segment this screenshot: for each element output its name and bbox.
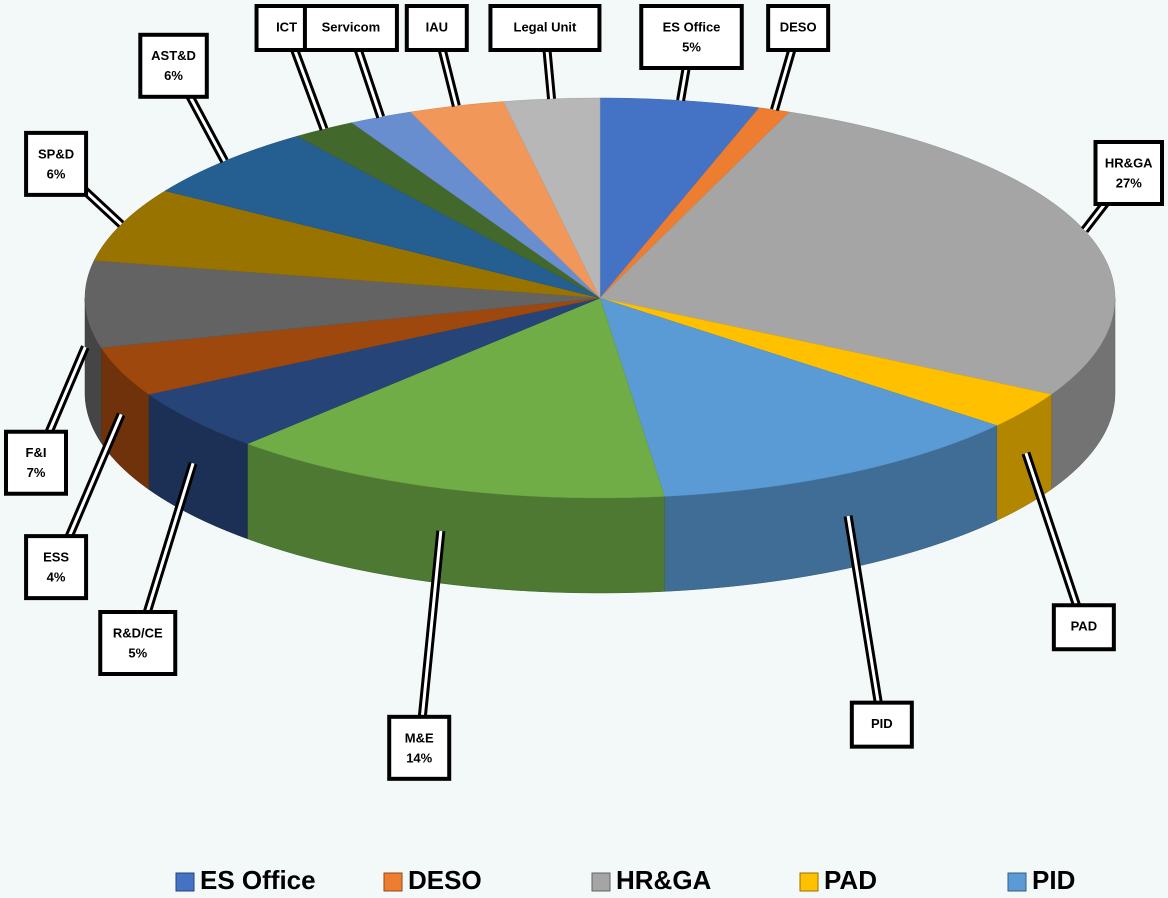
callout-box [98, 610, 178, 677]
callout-line [417, 530, 443, 748]
callout-box [4, 429, 68, 496]
slice [599, 97, 760, 299]
callout-box [138, 32, 209, 99]
callout-box [24, 130, 89, 197]
data-label-name: Legal Unit [514, 19, 578, 34]
callout-box [488, 4, 602, 52]
callout-box [24, 534, 89, 601]
slice [599, 297, 998, 497]
data-label-name: PID [871, 716, 893, 731]
data-label: 5% [682, 39, 701, 54]
data-label-name: DESO [780, 19, 817, 34]
slice [599, 297, 1052, 426]
callout-box [404, 4, 469, 52]
callout-box [639, 4, 744, 70]
data-label-name: SP&D [38, 146, 74, 161]
callout-line [1024, 452, 1086, 628]
slice [164, 135, 601, 299]
legend-label: PID [1032, 865, 1075, 895]
slice [100, 297, 601, 395]
data-label: 6% [47, 166, 66, 181]
callout-box [766, 4, 831, 52]
legend-label: PAD [824, 865, 877, 895]
data-label: 7% [27, 465, 46, 480]
callout-line [846, 515, 884, 725]
data-label: 27% [1116, 175, 1142, 190]
legend-swatch [175, 872, 195, 892]
data-label-name: AST&D [151, 48, 196, 63]
slice [148, 297, 601, 445]
legend-swatch [383, 872, 403, 892]
slice [599, 111, 1116, 395]
callout-box [1093, 139, 1164, 206]
callout-box [302, 4, 399, 52]
slice [84, 260, 601, 349]
data-label-name: HR&GA [1105, 155, 1153, 170]
data-label-name: ES Office [663, 19, 721, 34]
legend-label: ES Office [200, 865, 316, 895]
data-label-name: Servicom [322, 19, 381, 34]
data-label-name: R&D/CE [113, 625, 163, 640]
legend-label: DESO [408, 865, 482, 895]
data-label-name: M&E [405, 730, 434, 745]
legend-swatch [1007, 872, 1027, 892]
data-label: 14% [406, 750, 432, 765]
data-label-name: ICT [276, 19, 297, 34]
data-label-name: ESS [43, 550, 69, 565]
callout-box [1051, 603, 1116, 652]
data-label: 6% [164, 68, 183, 83]
slice [351, 111, 601, 299]
data-label: 4% [47, 570, 66, 585]
legend-swatch [799, 872, 819, 892]
legend-label: HR&GA [616, 865, 712, 895]
slice [246, 297, 665, 499]
data-label-name: PAD [1071, 619, 1097, 634]
callout-box [387, 714, 452, 781]
callout-box [849, 700, 914, 749]
data-label: 5% [128, 645, 147, 660]
data-label-name: IAU [426, 19, 448, 34]
data-label-name: F&I [26, 445, 47, 460]
legend-swatch [591, 872, 611, 892]
